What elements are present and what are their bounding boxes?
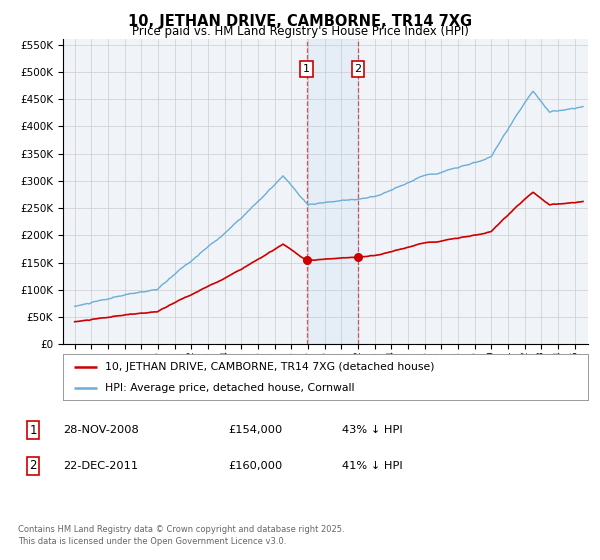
Text: 2: 2: [29, 459, 37, 473]
Text: 41% ↓ HPI: 41% ↓ HPI: [342, 461, 403, 471]
Bar: [307, 39, 358, 344]
Text: 2: 2: [355, 64, 362, 74]
Text: Price paid vs. HM Land Registry's House Price Index (HPI): Price paid vs. HM Land Registry's House …: [131, 25, 469, 38]
Text: 43% ↓ HPI: 43% ↓ HPI: [342, 425, 403, 435]
Text: 1: 1: [303, 64, 310, 74]
Text: 10, JETHAN DRIVE, CAMBORNE, TR14 7XG (detached house): 10, JETHAN DRIVE, CAMBORNE, TR14 7XG (de…: [105, 362, 434, 372]
Text: 10, JETHAN DRIVE, CAMBORNE, TR14 7XG: 10, JETHAN DRIVE, CAMBORNE, TR14 7XG: [128, 14, 472, 29]
Text: £154,000: £154,000: [228, 425, 282, 435]
Text: 28-NOV-2008: 28-NOV-2008: [63, 425, 139, 435]
Text: £160,000: £160,000: [228, 461, 282, 471]
Text: Contains HM Land Registry data © Crown copyright and database right 2025.
This d: Contains HM Land Registry data © Crown c…: [18, 525, 344, 546]
Text: 1: 1: [29, 423, 37, 437]
Text: HPI: Average price, detached house, Cornwall: HPI: Average price, detached house, Corn…: [105, 383, 355, 393]
Text: 22-DEC-2011: 22-DEC-2011: [63, 461, 138, 471]
